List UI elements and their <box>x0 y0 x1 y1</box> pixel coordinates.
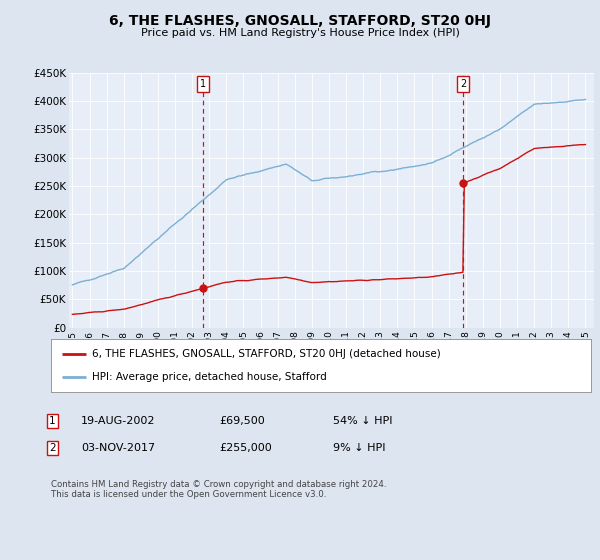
Text: 1: 1 <box>49 416 56 426</box>
Text: 1: 1 <box>200 79 206 89</box>
Text: 2: 2 <box>460 79 466 89</box>
Text: 6, THE FLASHES, GNOSALL, STAFFORD, ST20 0HJ: 6, THE FLASHES, GNOSALL, STAFFORD, ST20 … <box>109 14 491 28</box>
Text: HPI: Average price, detached house, Stafford: HPI: Average price, detached house, Staf… <box>91 372 326 382</box>
Text: 2: 2 <box>49 443 56 453</box>
Text: Contains HM Land Registry data © Crown copyright and database right 2024.
This d: Contains HM Land Registry data © Crown c… <box>51 480 386 500</box>
Text: 19-AUG-2002: 19-AUG-2002 <box>81 416 155 426</box>
Text: 6, THE FLASHES, GNOSALL, STAFFORD, ST20 0HJ (detached house): 6, THE FLASHES, GNOSALL, STAFFORD, ST20 … <box>91 349 440 359</box>
Text: Price paid vs. HM Land Registry's House Price Index (HPI): Price paid vs. HM Land Registry's House … <box>140 28 460 38</box>
Text: £255,000: £255,000 <box>219 443 272 453</box>
Text: £69,500: £69,500 <box>219 416 265 426</box>
Text: 9% ↓ HPI: 9% ↓ HPI <box>333 443 386 453</box>
Text: 03-NOV-2017: 03-NOV-2017 <box>81 443 155 453</box>
Text: 54% ↓ HPI: 54% ↓ HPI <box>333 416 392 426</box>
